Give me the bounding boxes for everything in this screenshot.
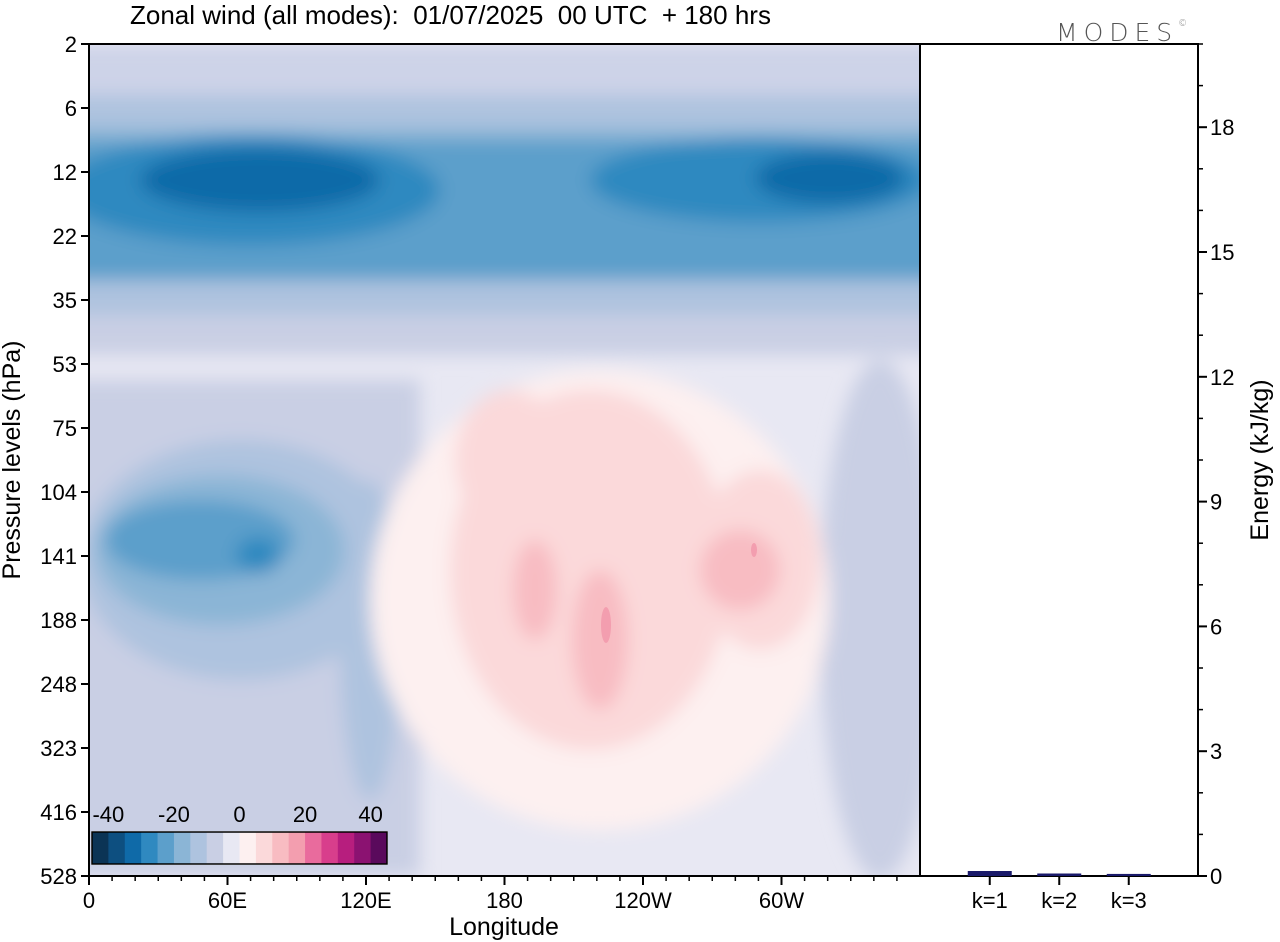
colorbar-tick-label: 0 — [233, 802, 245, 827]
energy-bar — [1106, 873, 1151, 876]
contour-pos-core-b — [572, 570, 628, 710]
pressure-tick-label: 53 — [53, 352, 77, 377]
logo-mark: © — [1178, 18, 1188, 29]
energy-tick-label: 15 — [1210, 240, 1234, 265]
energy-axis: 0 3 6 9 12 15 18 — [1198, 43, 1234, 889]
modes-logo: MODES© — [1056, 18, 1187, 47]
energy-tick-label: 6 — [1210, 614, 1222, 639]
longitude-tick-label: 0 — [83, 888, 95, 913]
contour-pos-core-a — [513, 540, 557, 640]
colorbar-swatch — [141, 832, 159, 864]
colorbar-swatch — [173, 832, 191, 864]
contour-pos-core-c — [700, 530, 780, 610]
pressure-tick-label: 141 — [40, 544, 77, 569]
colorbar-frame — [91, 831, 388, 865]
energy-tick-label: 0 — [1210, 864, 1222, 889]
energy-bars: k=1 k=2 k=3 — [967, 871, 1151, 913]
heatmap-panel — [89, 44, 920, 876]
energy-category-label: k=3 — [1111, 888, 1147, 913]
contour-band-lower-edge — [89, 315, 920, 355]
contour-max-b — [751, 543, 757, 557]
colorbar-swatch — [190, 832, 208, 864]
contour-band-lower-jet — [89, 280, 920, 320]
colorbar-tick-label: 40 — [358, 802, 382, 827]
colorbar-swatch — [157, 832, 175, 864]
colorbar-swatch — [255, 832, 273, 864]
longitude-tick-label: 60E — [208, 888, 247, 913]
contour-core-east-inner — [140, 148, 380, 212]
pressure-axis: 2 6 12 22 35 53 75 104 141 188 248 323 416 528 — [40, 32, 89, 889]
pressure-tick-label: 22 — [53, 224, 77, 249]
pressure-tick-label: 248 — [40, 672, 77, 697]
colorbar-swatch — [354, 832, 372, 864]
colorbar-tick-label: -20 — [158, 802, 190, 827]
colorbar-swatch — [305, 832, 322, 864]
contour-east-blob-core — [236, 537, 280, 573]
contour-trop-east — [820, 360, 920, 876]
colorbar-swatch — [108, 832, 126, 864]
energy-tick-label: 12 — [1210, 365, 1234, 390]
longitude-axis: 0 60E 120E 180 120W 60W — [83, 876, 898, 913]
energy-category-label: k=1 — [972, 888, 1008, 913]
energy-panel-frame — [919, 43, 1199, 877]
chart-title: Zonal wind (all modes): 01/07/2025 00 UT… — [130, 0, 771, 30]
colorbar: -40 -20 0 20 40 — [91, 802, 388, 865]
colorbar-swatch — [124, 832, 142, 864]
pressure-tick-label: 416 — [40, 800, 77, 825]
pressure-tick-label: 188 — [40, 608, 77, 633]
colorbar-tick-label: 20 — [293, 802, 317, 827]
colorbar-swatch — [223, 832, 240, 864]
colorbar-swatch — [321, 832, 339, 864]
colorbar-swatch — [206, 832, 224, 864]
longitude-tick-label: 60W — [759, 888, 804, 913]
energy-tick-label: 3 — [1210, 739, 1222, 764]
energy-bar — [967, 871, 1012, 876]
colorbar-swatch — [239, 832, 257, 864]
longitude-axis-label: Longitude — [449, 913, 559, 941]
contour-max-a — [601, 607, 611, 643]
colorbar-swatch — [272, 832, 290, 864]
energy-tick-label: 18 — [1210, 115, 1234, 140]
pressure-tick-label: 528 — [40, 864, 77, 889]
pressure-tick-label: 2 — [65, 32, 77, 57]
pressure-axis-label: Pressure levels (hPa) — [0, 341, 26, 580]
colorbar-swatch — [92, 832, 109, 864]
pressure-tick-label: 12 — [53, 160, 77, 185]
energy-bar — [1037, 873, 1082, 876]
energy-axis-label: Energy (kJ/kg) — [1246, 379, 1274, 540]
colorbar-swatch — [337, 832, 355, 864]
longitude-tick-label: 120W — [614, 888, 672, 913]
pressure-tick-label: 323 — [40, 736, 77, 761]
pressure-tick-label: 6 — [65, 96, 77, 121]
contour-band-upper — [89, 44, 920, 104]
energy-category-label: k=2 — [1041, 888, 1077, 913]
longitude-tick-label: 180 — [486, 888, 523, 913]
energy-tick-label: 9 — [1210, 490, 1222, 515]
pressure-tick-label: 35 — [53, 288, 77, 313]
colorbar-tick-label: -40 — [92, 802, 124, 827]
contour-core-west-inner — [755, 152, 905, 204]
pressure-tick-label: 75 — [53, 416, 77, 441]
longitude-tick-label: 120E — [340, 888, 391, 913]
contour-pos-ne — [455, 390, 565, 530]
colorbar-swatch — [370, 832, 388, 864]
pressure-tick-label: 104 — [40, 480, 77, 505]
colorbar-swatch — [288, 832, 306, 864]
logo-text: MODES — [1056, 18, 1179, 47]
